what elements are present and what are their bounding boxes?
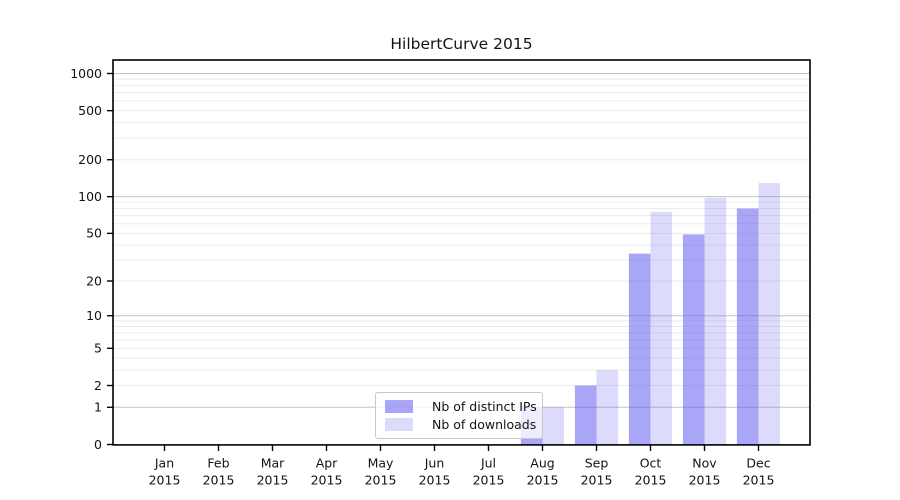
bar-distinct-ips-nov — [682, 234, 705, 445]
bar-distinct-ips-dec — [736, 208, 759, 445]
legend-swatch-downloads — [385, 418, 413, 431]
y-tick-label-0: 0 — [94, 437, 102, 452]
x-tick-label-may: May — [368, 456, 394, 471]
x-tick-label-oct: Oct — [640, 456, 662, 471]
legend-label-distinct-ips: Nb of distinct IPs — [432, 399, 537, 414]
x-tick-label-jun: Jun — [424, 456, 445, 471]
y-tick-label-1: 1 — [94, 400, 102, 415]
y-tick-label-1000: 1000 — [70, 66, 102, 81]
x-tick-label-feb: Feb — [207, 456, 229, 471]
bar-downloads-dec — [758, 183, 781, 445]
x-tick-label-year-jun: 2015 — [419, 473, 451, 488]
x-tick-label-apr: Apr — [316, 456, 338, 471]
x-tick-label-year-jan: 2015 — [149, 473, 181, 488]
bar-downloads-sep — [596, 370, 619, 445]
y-tick-label-20: 20 — [86, 273, 102, 288]
legend-item-distinct-ips: Nb of distinct IPs — [385, 399, 537, 414]
x-tick-label-sep: Sep — [585, 456, 609, 471]
x-tick-label-nov: Nov — [692, 456, 717, 471]
x-tick-label-year-aug: 2015 — [527, 473, 559, 488]
y-tick-label-10: 10 — [86, 308, 102, 323]
x-tick-label-year-may: 2015 — [365, 473, 397, 488]
y-tick-label-100: 100 — [78, 189, 102, 204]
bar-downloads-aug — [542, 407, 565, 445]
y-tick-label-500: 500 — [78, 103, 102, 118]
x-tick-label-year-sep: 2015 — [581, 473, 613, 488]
legend-swatch-distinct-ips — [385, 400, 413, 413]
x-tick-label-dec: Dec — [746, 456, 770, 471]
x-tick-label-jul: Jul — [480, 456, 496, 471]
y-tick-label-5: 5 — [94, 341, 102, 356]
y-tick-label-2: 2 — [94, 378, 102, 393]
x-tick-label-year-dec: 2015 — [743, 473, 775, 488]
x-tick-label-mar: Mar — [261, 456, 285, 471]
bar-distinct-ips-sep — [574, 385, 597, 445]
y-tick-label-200: 200 — [78, 152, 102, 167]
legend: Nb of distinct IPs Nb of downloads — [375, 392, 543, 439]
axes-spines — [112, 59, 811, 446]
legend-item-downloads: Nb of downloads — [385, 417, 537, 432]
bar-downloads-nov — [704, 197, 727, 445]
bar-distinct-ips-oct — [628, 253, 651, 445]
x-tick-label-year-oct: 2015 — [635, 473, 667, 488]
chart-title: HilbertCurve 2015 — [390, 35, 533, 53]
x-tick-label-year-jul: 2015 — [473, 473, 505, 488]
x-tick-label-year-mar: 2015 — [257, 473, 289, 488]
x-tick-label-aug: Aug — [530, 456, 554, 471]
x-tick-label-jan: Jan — [154, 456, 174, 471]
x-tick-label-year-apr: 2015 — [311, 473, 343, 488]
bar-downloads-oct — [650, 211, 673, 445]
x-tick-label-year-feb: 2015 — [203, 473, 235, 488]
x-tick-label-year-nov: 2015 — [689, 473, 721, 488]
legend-label-downloads: Nb of downloads — [432, 417, 537, 432]
y-tick-label-50: 50 — [86, 226, 102, 241]
